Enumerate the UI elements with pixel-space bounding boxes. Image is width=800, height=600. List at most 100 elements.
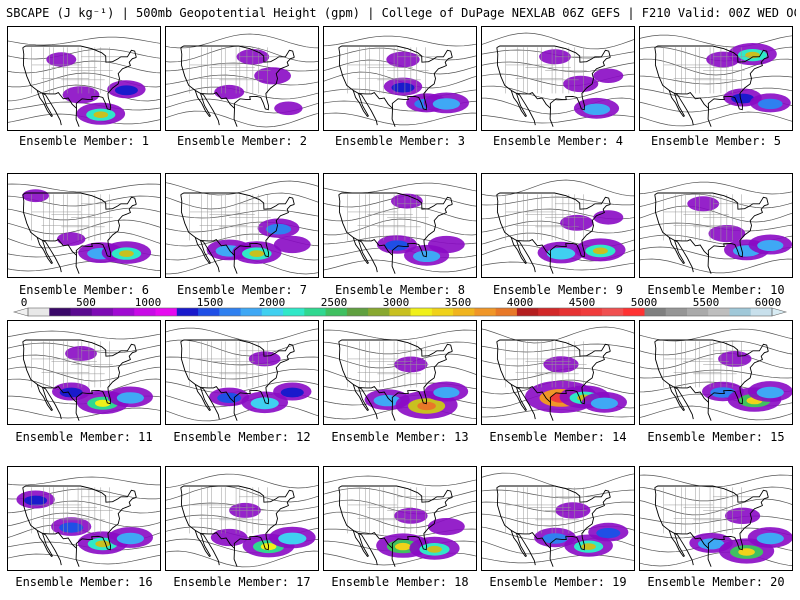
mexico-gulf-coast bbox=[233, 548, 238, 567]
member-map bbox=[640, 328, 792, 421]
mexico-gulf-coast bbox=[391, 255, 396, 274]
height-contour bbox=[8, 60, 160, 74]
height-contour bbox=[8, 219, 160, 235]
member-map bbox=[324, 329, 476, 421]
canada-border bbox=[22, 192, 137, 210]
mexico-gulf-coast bbox=[75, 548, 80, 567]
height-contour bbox=[482, 261, 634, 271]
colorbar-segment bbox=[516, 308, 539, 316]
cape-core bbox=[217, 392, 242, 403]
height-contour bbox=[482, 554, 634, 564]
member-map-panel bbox=[7, 26, 161, 131]
member-map-panel bbox=[7, 320, 161, 425]
member-label: Ensemble Member: 17 bbox=[173, 575, 311, 589]
colorbar-segment bbox=[134, 308, 157, 316]
colorbar-tick-label: 6000 bbox=[754, 296, 782, 309]
mexico-gulf-coast bbox=[549, 255, 554, 274]
height-contour bbox=[324, 329, 476, 341]
member-map bbox=[8, 36, 160, 127]
colorbar-segment bbox=[474, 308, 497, 316]
colorbar-tick-label: 1000 bbox=[134, 296, 162, 309]
height-contour bbox=[166, 180, 318, 196]
cape-core bbox=[250, 397, 279, 410]
cape-area bbox=[725, 507, 761, 524]
colorbar-segment bbox=[410, 308, 433, 316]
member-label: Ensemble Member: 4 bbox=[492, 134, 624, 148]
height-contour bbox=[8, 407, 160, 419]
cape-peak bbox=[592, 247, 608, 255]
height-contour bbox=[324, 475, 476, 487]
colorbar-segment bbox=[431, 308, 454, 316]
colorbar-segment bbox=[368, 308, 390, 316]
cape-area bbox=[593, 68, 624, 83]
height-contour bbox=[166, 110, 318, 128]
colorbar-segment bbox=[538, 308, 560, 316]
height-contour bbox=[324, 218, 476, 236]
height-contour bbox=[640, 551, 792, 567]
mexico-coastline bbox=[510, 384, 536, 420]
canada-border bbox=[22, 45, 137, 63]
canada-border bbox=[22, 485, 137, 503]
member-label: Ensemble Member: 13 bbox=[331, 430, 469, 444]
colorbar-segment bbox=[155, 308, 178, 316]
canada-border bbox=[180, 45, 295, 63]
cape-core bbox=[546, 247, 576, 260]
colorbar-segment bbox=[665, 308, 688, 316]
member-map-panel bbox=[7, 466, 161, 571]
member-map bbox=[482, 472, 634, 567]
member-map-panel bbox=[481, 173, 635, 278]
cape-peak bbox=[119, 250, 134, 257]
mexico-coastline bbox=[36, 530, 62, 566]
canada-border bbox=[654, 45, 769, 63]
mexico-coastline bbox=[352, 237, 378, 273]
member-label: Ensemble Member: 8 bbox=[334, 283, 466, 297]
height-contour bbox=[640, 340, 792, 356]
cape-area bbox=[22, 189, 49, 203]
height-contour bbox=[482, 179, 634, 197]
colorbar-tick-label: 2000 bbox=[258, 296, 286, 309]
canada-border bbox=[338, 192, 453, 210]
height-contour bbox=[8, 48, 160, 60]
colorbar-tick-label: 500 bbox=[76, 296, 96, 309]
member-label: Ensemble Member: 9 bbox=[492, 283, 624, 297]
colorbar-tick-label: 5000 bbox=[630, 296, 658, 309]
member-map-panel bbox=[323, 173, 477, 278]
member-map bbox=[166, 33, 318, 128]
height-contour bbox=[166, 514, 318, 526]
cape-peak bbox=[427, 545, 442, 553]
member-map-panel bbox=[323, 466, 477, 571]
canada-border bbox=[338, 485, 453, 503]
colorbar-tick-label: 0 bbox=[20, 296, 28, 309]
member-map-panel bbox=[165, 466, 319, 571]
member-map bbox=[324, 35, 476, 127]
member-label: Ensemble Member: 10 bbox=[647, 283, 785, 297]
member-map bbox=[482, 179, 634, 274]
mexico-gulf-coast bbox=[391, 402, 396, 421]
member-label: Ensemble Member: 2 bbox=[176, 134, 308, 148]
member-map bbox=[8, 183, 160, 274]
height-contour bbox=[166, 368, 318, 380]
height-contour bbox=[640, 75, 792, 85]
height-contour bbox=[640, 474, 792, 488]
cape-core bbox=[373, 394, 401, 407]
member-label: Ensemble Member: 11 bbox=[15, 430, 153, 444]
height-contour bbox=[482, 97, 634, 115]
colorbar-tick-label: 4500 bbox=[568, 296, 596, 309]
cape-core bbox=[756, 386, 784, 399]
mexico-gulf-coast bbox=[75, 255, 80, 274]
canada-border bbox=[338, 339, 453, 357]
height-contour bbox=[324, 112, 476, 126]
member-label: Ensemble Member: 7 bbox=[176, 283, 308, 297]
member-map bbox=[324, 182, 476, 274]
cape-area bbox=[391, 193, 423, 209]
canada-border bbox=[496, 339, 611, 357]
member-map bbox=[8, 476, 160, 567]
cape-area bbox=[593, 210, 624, 225]
height-contour bbox=[640, 258, 792, 274]
colorbar-segment bbox=[325, 308, 348, 316]
cape-core bbox=[582, 103, 611, 116]
mexico-coastline bbox=[194, 237, 220, 273]
mexico-gulf-coast bbox=[549, 108, 554, 127]
member-map-panel bbox=[165, 26, 319, 131]
height-contour bbox=[166, 74, 318, 86]
